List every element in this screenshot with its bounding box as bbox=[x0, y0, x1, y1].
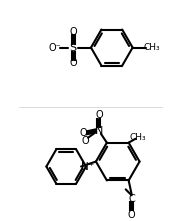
Text: O: O bbox=[69, 58, 77, 69]
Text: CH₃: CH₃ bbox=[129, 133, 146, 142]
Text: C: C bbox=[128, 194, 135, 204]
Text: N: N bbox=[95, 126, 103, 136]
Text: O: O bbox=[128, 210, 135, 220]
Text: O⁻: O⁻ bbox=[49, 43, 62, 53]
Text: O: O bbox=[69, 27, 77, 37]
Text: O: O bbox=[95, 110, 103, 120]
Text: N⁺: N⁺ bbox=[81, 162, 95, 171]
Text: S: S bbox=[70, 43, 77, 53]
Text: CH₃: CH₃ bbox=[143, 43, 160, 52]
Text: O: O bbox=[81, 136, 89, 146]
Text: O: O bbox=[79, 128, 87, 138]
